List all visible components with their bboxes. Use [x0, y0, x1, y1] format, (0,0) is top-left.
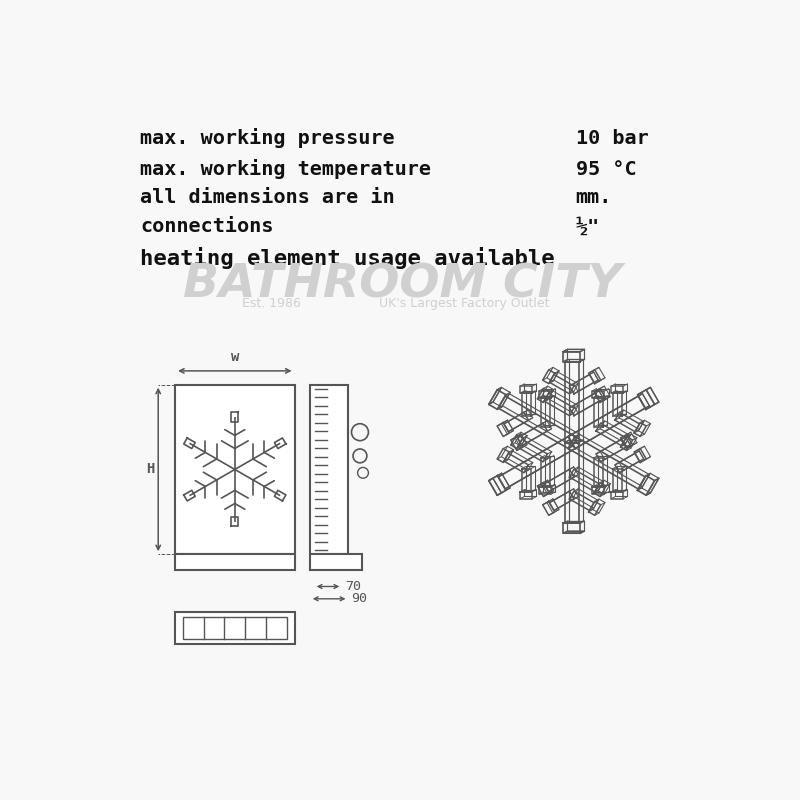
Text: w: w [230, 350, 239, 364]
Text: H: H [146, 462, 154, 477]
Text: max. working pressure: max. working pressure [141, 128, 395, 148]
Text: 95 °C: 95 °C [575, 160, 636, 178]
Text: ½": ½" [575, 218, 600, 237]
Bar [175, 612, 294, 644]
Text: UK's Largest Factory Outlet: UK's Largest Factory Outlet [378, 298, 549, 310]
Text: all dimensions are in: all dimensions are in [141, 188, 395, 207]
Bar [310, 554, 362, 570]
Text: 90: 90 [351, 592, 367, 606]
Text: 10 bar: 10 bar [575, 129, 648, 148]
Text: connections: connections [141, 218, 274, 237]
Bar [310, 385, 349, 554]
Text: max. working temperature: max. working temperature [141, 159, 431, 179]
Text: heating element usage available: heating element usage available [141, 246, 555, 269]
Text: Est. 1986: Est. 1986 [242, 298, 301, 310]
Bar [175, 554, 294, 570]
Bar [175, 385, 294, 554]
Text: mm.: mm. [575, 188, 612, 207]
Bar [183, 618, 287, 639]
Text: 70: 70 [346, 580, 362, 593]
Text: BATHROOM CITY: BATHROOM CITY [183, 262, 622, 307]
